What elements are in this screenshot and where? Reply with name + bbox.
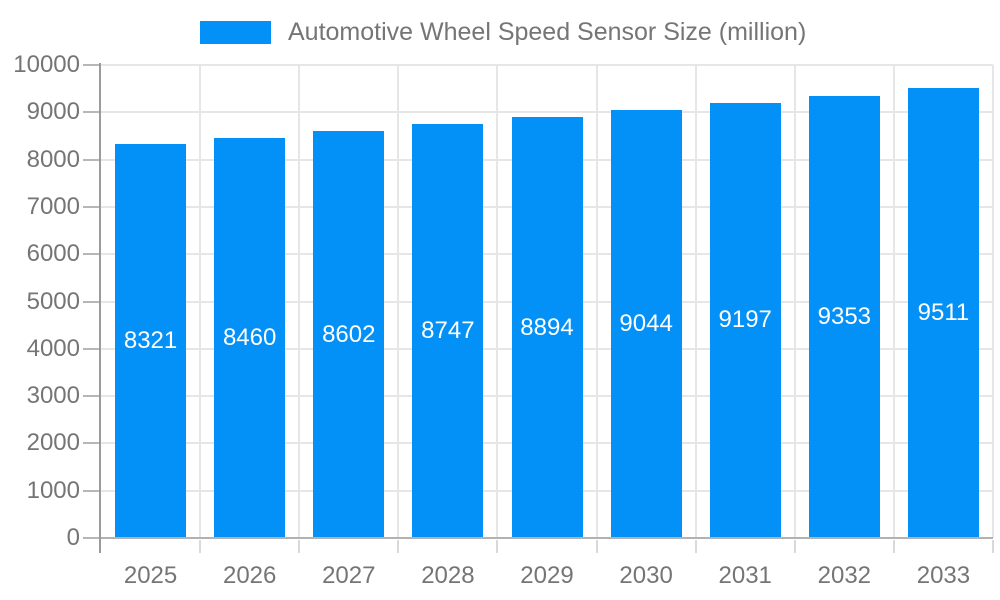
y-tick-10000 xyxy=(83,64,99,66)
y-tick-3000 xyxy=(83,395,99,398)
bar-2031[interactable]: 9197 xyxy=(709,102,781,538)
x-tick-2 xyxy=(298,540,300,553)
v-gridline-8 xyxy=(893,65,895,538)
v-gridline-5 xyxy=(596,65,598,538)
x-tick-4 xyxy=(496,540,498,553)
bar-2028[interactable]: 8747 xyxy=(412,124,484,538)
y-axis-label-2000: 2000 xyxy=(26,429,80,457)
v-gridline-2 xyxy=(298,65,300,538)
bar-2026[interactable]: 8460 xyxy=(214,137,286,538)
y-tick-6000 xyxy=(83,253,99,256)
x-axis-label-2033: 2033 xyxy=(916,562,971,589)
x-axis-label-2028: 2028 xyxy=(421,562,475,589)
bar-2030[interactable]: 9044 xyxy=(610,110,682,538)
v-gridline-1 xyxy=(199,65,201,538)
y-tick-8000 xyxy=(83,158,99,161)
x-axis-label-2026: 2026 xyxy=(222,562,277,589)
y-axis-label-0: 0 xyxy=(66,524,80,551)
bar-2033[interactable]: 9511 xyxy=(907,88,979,538)
bar-value-label-2027: 8602 xyxy=(322,320,376,348)
x-tick-5 xyxy=(596,540,598,553)
y-axis-label-5000: 5000 xyxy=(26,287,80,315)
bar-2029[interactable]: 8894 xyxy=(511,117,583,538)
bar-value-label-2030: 9044 xyxy=(619,310,673,338)
x-tick-8 xyxy=(893,540,895,553)
x-axis-label-2025: 2025 xyxy=(123,562,178,589)
x-axis-label-2027: 2027 xyxy=(322,562,376,589)
y-axis-label-1000: 1000 xyxy=(26,476,80,504)
bar-2032[interactable]: 9353 xyxy=(808,95,880,538)
y-axis-label-6000: 6000 xyxy=(26,240,80,268)
legend-label: Automotive Wheel Speed Sensor Size (mill… xyxy=(288,18,807,46)
h-gridline-10000 xyxy=(101,64,993,66)
bar-value-label-2026: 8460 xyxy=(222,323,277,351)
bar-value-label-2031: 9197 xyxy=(718,306,772,334)
y-axis-label-8000: 8000 xyxy=(26,145,80,173)
y-tick-1000 xyxy=(83,489,99,492)
x-axis-label-2032: 2032 xyxy=(817,562,872,589)
y-axis-label-3000: 3000 xyxy=(26,382,80,410)
y-axis-label-9000: 9000 xyxy=(26,98,80,126)
bar-2027[interactable]: 8602 xyxy=(313,131,385,538)
legend-swatch xyxy=(200,21,271,44)
x-axis-line xyxy=(101,537,993,539)
bar-value-label-2029: 8894 xyxy=(520,313,574,341)
v-gridline-4 xyxy=(496,65,498,538)
y-axis-label-10000: 10000 xyxy=(13,51,80,78)
x-tick-7 xyxy=(794,540,796,553)
v-gridline-7 xyxy=(794,65,796,538)
x-tick-1 xyxy=(199,540,201,553)
bar-value-label-2032: 9353 xyxy=(817,302,872,330)
x-tick-3 xyxy=(397,540,399,553)
v-gridline-6 xyxy=(695,65,697,538)
y-tick-2000 xyxy=(83,442,99,445)
y-axis-label-4000: 4000 xyxy=(26,334,80,362)
x-axis-label-2029: 2029 xyxy=(520,562,574,589)
y-tick-9000 xyxy=(83,111,99,114)
x-tick-6 xyxy=(695,540,697,553)
y-tick-4000 xyxy=(83,347,99,350)
y-tick-5000 xyxy=(83,300,99,303)
y-tick-7000 xyxy=(83,205,99,208)
x-tick-9 xyxy=(992,540,994,553)
h-gridline-9000 xyxy=(101,111,993,114)
v-gridline-3 xyxy=(397,65,399,538)
x-axis-label-2030: 2030 xyxy=(619,562,673,589)
bar-2025[interactable]: 8321 xyxy=(115,144,187,538)
bar-value-label-2033: 9511 xyxy=(917,299,970,327)
bar-value-label-2025: 8321 xyxy=(123,327,178,355)
y-axis-label-7000: 7000 xyxy=(26,192,80,220)
bar-value-label-2028: 8747 xyxy=(421,317,475,345)
v-gridline-9 xyxy=(992,65,994,538)
y-axis-line xyxy=(99,63,101,553)
y-tick-0 xyxy=(83,537,99,539)
plot-area: 8321 8460 8602 8747 8894 9044 9197 9353 9511 xyxy=(101,64,994,539)
chart-legend: Automotive Wheel Speed Sensor Size (mill… xyxy=(200,18,807,46)
x-axis-label-2031: 2031 xyxy=(718,562,772,589)
